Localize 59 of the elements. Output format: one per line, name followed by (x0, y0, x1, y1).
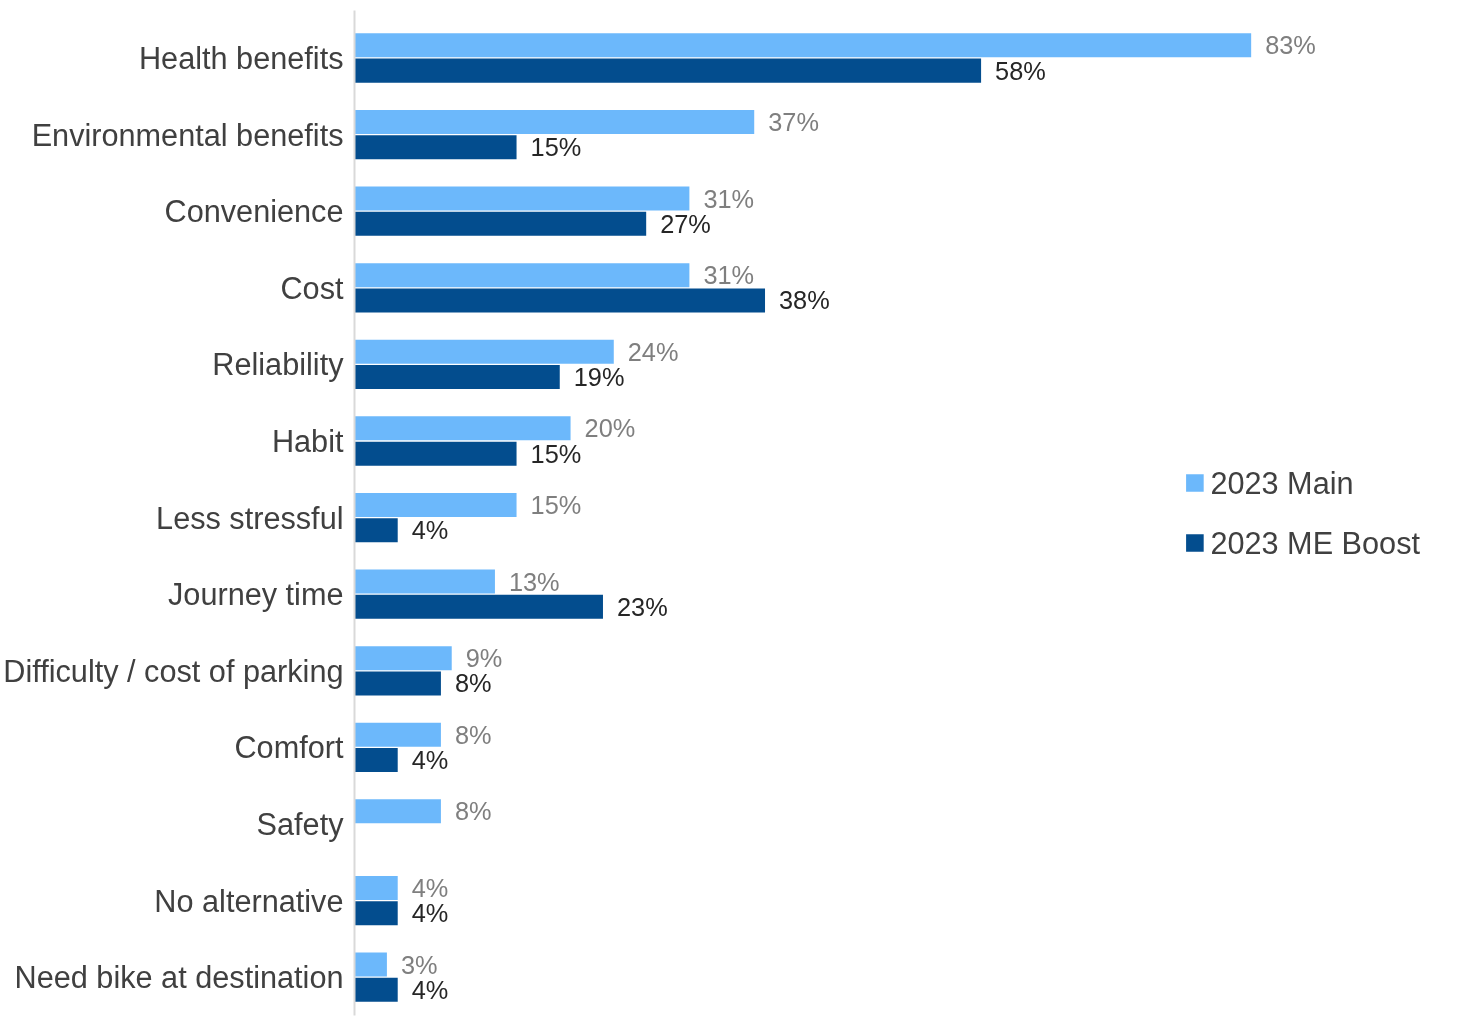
data-label: 15% (530, 490, 582, 519)
data-label: 15% (530, 133, 582, 162)
data-label: 4% (411, 873, 449, 902)
bar (354, 441, 517, 466)
bar (354, 518, 398, 543)
bar (354, 58, 982, 83)
bar (354, 569, 495, 594)
bar (354, 875, 398, 900)
y-tick-label: Reliability (212, 347, 345, 383)
bar (354, 109, 755, 134)
bar (354, 186, 690, 211)
y-tick-label: Comfort (234, 730, 344, 765)
bar (354, 135, 517, 160)
data-label: 31% (703, 261, 755, 290)
data-label: 83% (1265, 31, 1316, 60)
y-tick-label: Cost (280, 270, 344, 305)
y-tick-label: Environmental benefits (31, 117, 344, 152)
y-tick-label: No alternative (154, 883, 344, 918)
bar (354, 722, 441, 747)
y-tick-label: Health benefits (139, 40, 344, 75)
y-tick-label: Less stressful (156, 500, 344, 535)
data-label: 23% (616, 592, 668, 621)
data-label: 19% (573, 363, 625, 392)
y-tick-label: Difficulty / cost of parking (3, 653, 344, 689)
bar (354, 646, 452, 671)
bar (354, 748, 398, 773)
data-label: 37% (768, 107, 819, 136)
y-tick-label: Need bike at destination (14, 960, 344, 995)
bar (354, 263, 690, 288)
legend-label: 2023 ME Boost (1210, 525, 1420, 560)
data-label: 8% (454, 720, 492, 749)
bar (354, 594, 603, 619)
data-label: 4% (411, 899, 449, 928)
bar (354, 211, 647, 236)
data-label: 4% (411, 746, 449, 775)
legend-label: 2023 Main (1210, 465, 1354, 500)
data-label: 38% (779, 286, 830, 315)
bar (354, 33, 1252, 58)
data-label: 4% (411, 516, 449, 545)
bar (354, 492, 517, 517)
y-tick-label: Safety (256, 807, 345, 842)
data-label: 15% (530, 439, 582, 468)
bar (354, 365, 560, 390)
data-label: 8% (454, 797, 492, 826)
y-tick-label: Habit (271, 424, 344, 458)
data-label: 24% (627, 337, 679, 366)
data-label: 20% (584, 414, 636, 443)
bar (354, 288, 766, 313)
data-label: 58% (995, 56, 1046, 85)
y-tick-label: Convenience (164, 194, 344, 229)
y-tick-label: Journey time (168, 577, 344, 613)
bar (354, 671, 441, 696)
data-label: 13% (508, 567, 560, 596)
bar (354, 977, 398, 1002)
bar (354, 339, 614, 364)
bar (354, 901, 398, 926)
bar (354, 952, 387, 977)
bar (354, 416, 571, 441)
bar (354, 799, 441, 824)
